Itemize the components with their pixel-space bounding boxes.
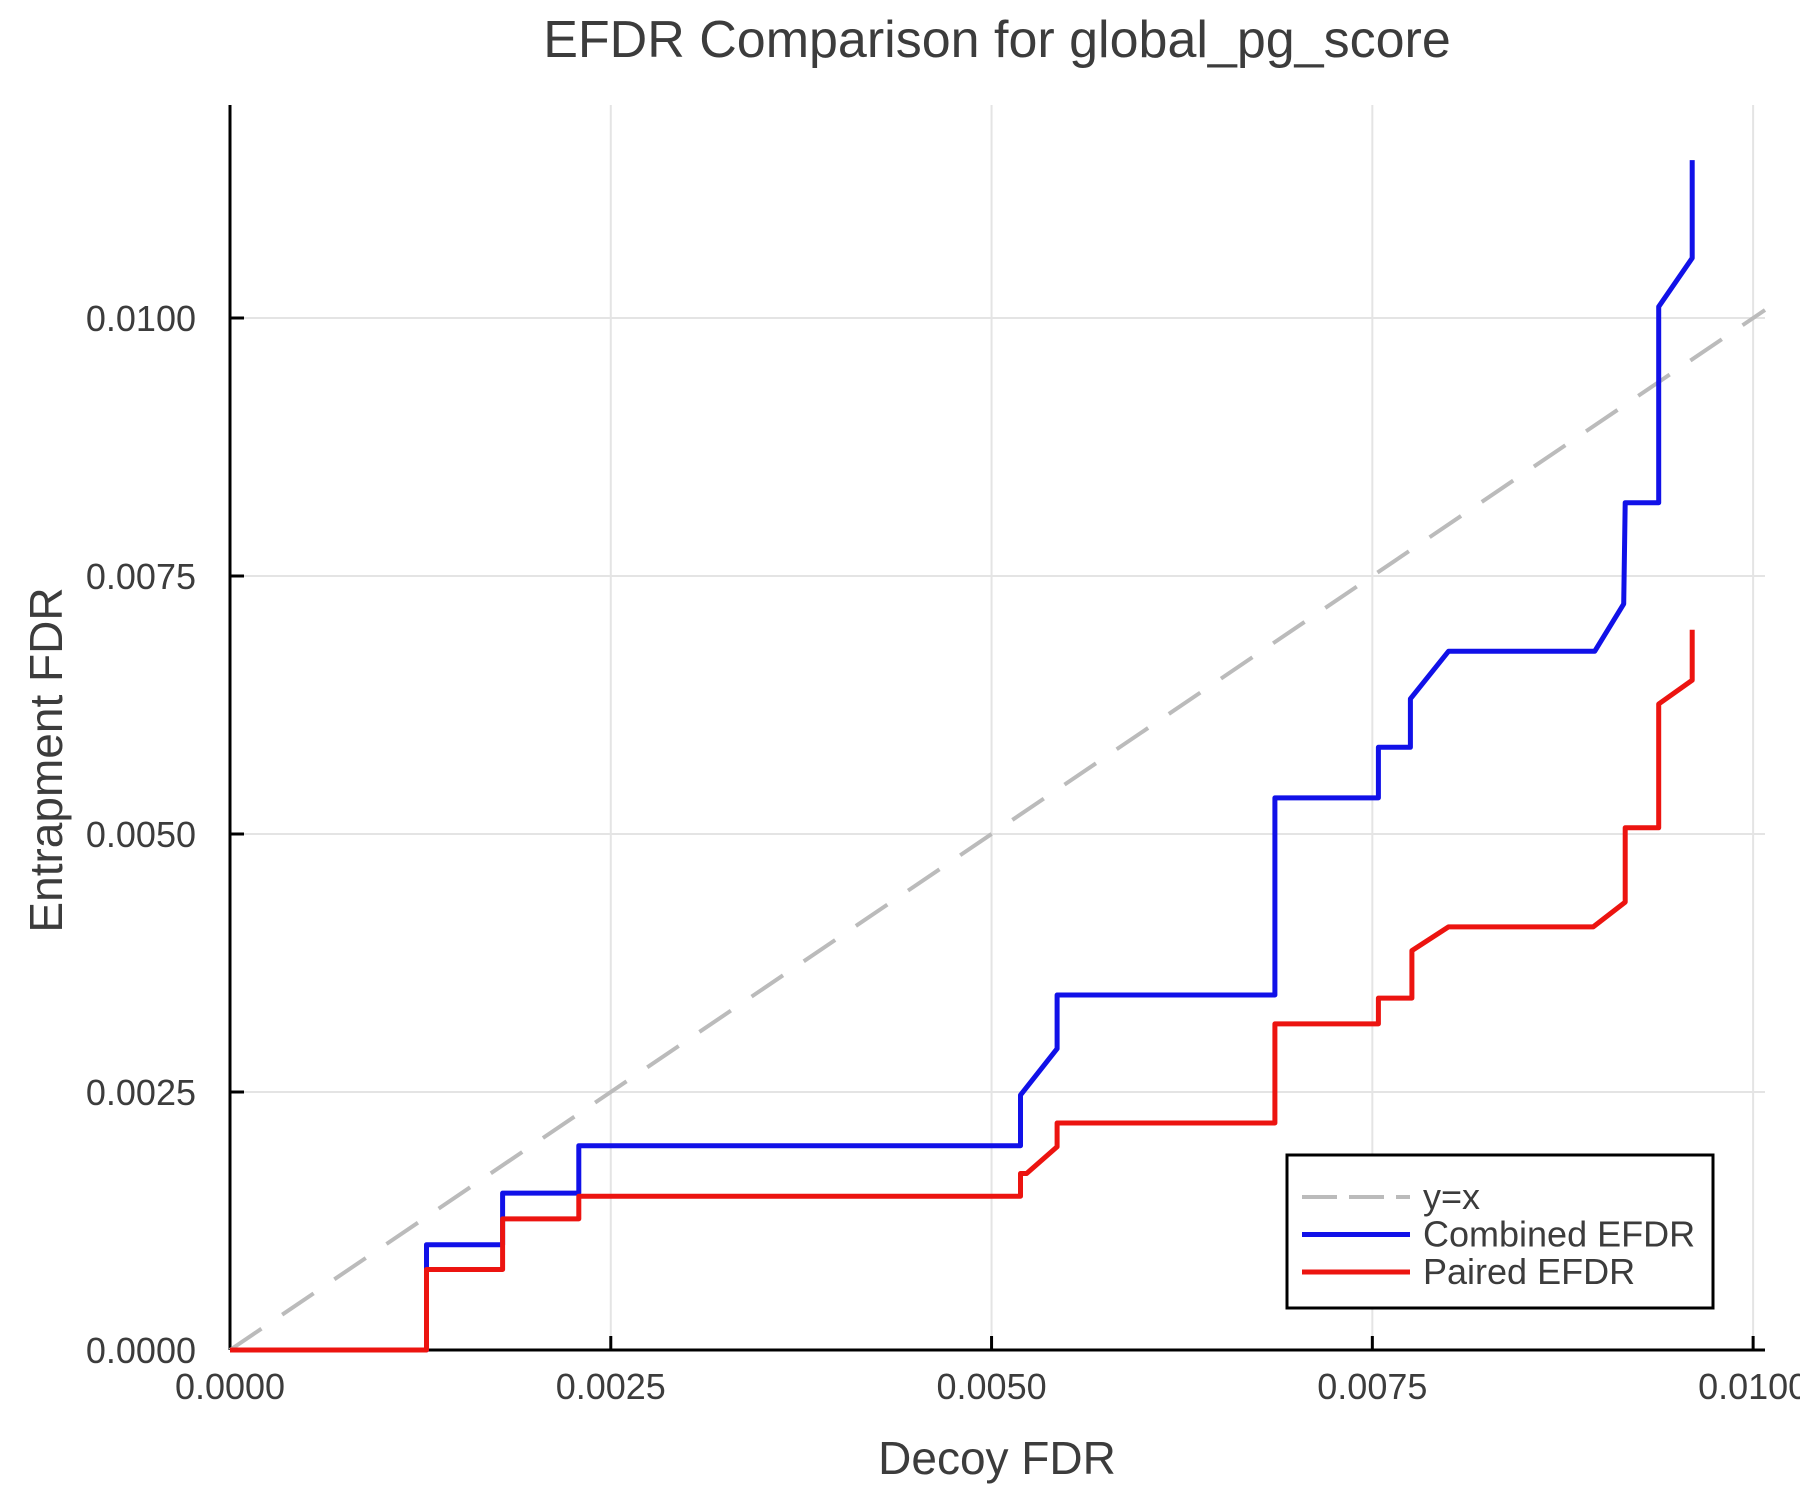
y-tick-label: 0.0025 (86, 1072, 196, 1113)
y-tick-label: 0.0100 (86, 298, 196, 339)
axes (228, 105, 1765, 1352)
y-tick-label: 0.0075 (86, 556, 196, 597)
x-tick-label: 0.0050 (937, 1366, 1047, 1407)
chart-title: EFDR Comparison for global_pg_score (543, 11, 1451, 69)
paired-efdr-line (230, 629, 1695, 1353)
x-tick-label: 0.0025 (556, 1366, 666, 1407)
y-tick-label: 0.0050 (86, 814, 196, 855)
tick-labels: 0.0000 0.0025 0.0050 0.0075 0.0100 0.0000 0.00… (86, 298, 1800, 1407)
legend-label-paired-efdr: Paired EFDR (1423, 1251, 1635, 1292)
x-axis-label: Decoy FDR (878, 1432, 1116, 1484)
gridlines (230, 105, 1765, 1350)
y-x-line (228, 308, 1767, 1352)
legend-label-y-x: y=x (1423, 1176, 1480, 1217)
x-tick-label: 0.0075 (1317, 1366, 1427, 1407)
x-tick-label: 0.0000 (175, 1366, 285, 1407)
y-axis-label: Entrapment FDR (20, 587, 72, 932)
series-lines (228, 160, 1767, 1353)
y-tick-label: 0.0000 (86, 1330, 196, 1371)
combined-efdr-line (230, 160, 1695, 1353)
legend-box (1285, 1153, 1715, 1310)
legend-label-combined-efdr: Combined EFDR (1423, 1214, 1695, 1255)
x-tick-label: 0.0100 (1698, 1366, 1800, 1407)
